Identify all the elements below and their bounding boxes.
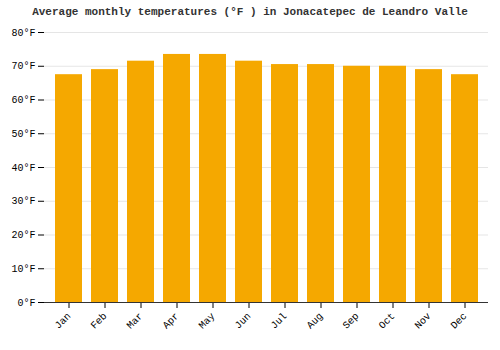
html-text:Average monthly temperatures (: Average monthly temperatures (°F ) in Jo… [32, 6, 468, 18]
svg-text:Apr: Apr [161, 311, 182, 332]
svg-text:10°F: 10°F [11, 264, 35, 275]
svg-text:70°F: 70°F [11, 61, 35, 72]
svg-text:Jul: Jul [269, 311, 290, 332]
svg-text:80°F: 80°F [11, 28, 35, 39]
svg-text:Dec: Dec [449, 311, 470, 332]
svg-text:Feb: Feb [89, 311, 110, 332]
svg-text:60°F: 60°F [11, 95, 35, 106]
svg-text:0°F: 0°F [17, 298, 35, 309]
svg-text:Aug: Aug [305, 311, 326, 332]
svg-text:Nov: Nov [413, 311, 434, 332]
svg-text:30°F: 30°F [11, 196, 35, 207]
svg-text:Sep: Sep [341, 311, 362, 332]
svg-text:Mar: Mar [125, 311, 146, 332]
svg-text:40°F: 40°F [11, 163, 35, 174]
svg-text:20°F: 20°F [11, 230, 35, 241]
svg-text:50°F: 50°F [11, 129, 35, 140]
svg-text:Oct: Oct [377, 311, 398, 332]
svg-text:May: May [197, 311, 218, 332]
svg-text:Jan: Jan [53, 311, 74, 332]
svg-text:Jun: Jun [233, 311, 254, 332]
